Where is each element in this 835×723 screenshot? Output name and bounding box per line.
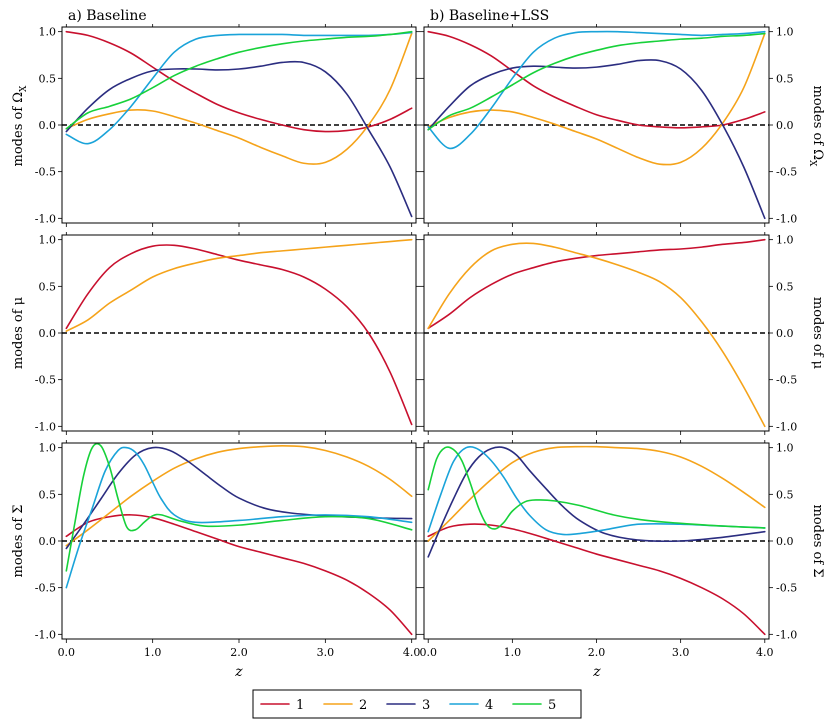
xtick-label-r3c1: 4.0 [403,646,421,659]
panel-r1c2: -1.0 -0.5 0.0 0.5 1.0 [420,24,797,227]
panel-r1c1: -1.0 -0.5 0.0 0.5 1.0 [35,24,420,227]
xtick-label-r3c1: 3.0 [317,646,335,659]
legend: 1 2 3 4 5 [252,689,582,719]
ytick-label-left-r1c1: -0.5 [35,166,56,179]
series-3-r1c2 [427,59,766,220]
series-4-r3c2 [427,445,766,536]
series-3-r1c1 [65,60,413,218]
panel-r2c2: -1.0 -0.5 0.0 0.5 1.0 [420,232,797,435]
ytick-label-right-r2c2: 0.0 [776,327,794,340]
ytick-label-right-r3c2: 1.0 [776,442,794,455]
series-4-r1c1 [65,31,413,145]
xtick-label-r3c2: 2.0 [588,646,606,659]
ytick-label-left-r2c1: -1.0 [35,420,56,433]
panel-r2c1: -1.0 -0.5 0.0 0.5 1.0 [35,232,420,435]
panel-r3c2: -1.0 -0.5 0.0 0.5 1.0 0.0 1.0 2.0 3.0 4.0 [419,440,797,659]
xlabel-right: z [592,664,601,680]
ytick-label-right-r1c2: 0.0 [776,119,794,132]
ytick-label-left-r3c1: -1.0 [35,628,56,641]
panel-title-a: a) Baseline [68,8,147,24]
series-5-r1c1 [65,30,413,130]
series-2-r2c2 [427,242,766,428]
legend-label-1: 1 [296,698,304,713]
ytick-label-left-r1c1: 0.0 [39,119,57,132]
series-2-r1c2 [427,32,766,166]
ylabel-row1-left: modes of ΩX [11,85,29,167]
series-5-r3c2 [427,446,766,530]
series-1-r2c1 [65,244,413,426]
ytick-label-right-r1c2: -1.0 [776,212,797,225]
ytick-label-left-r2c1: 1.0 [39,234,57,247]
xtick-label-r3c2: 1.0 [504,646,522,659]
xtick-label-r3c2: 4.0 [756,646,774,659]
ylabel-row2-left: modes of μ [11,297,26,369]
ylabel-row3-right: modes of Σ [810,505,825,578]
ytick-label-right-r3c2: -0.5 [776,582,797,595]
ylabel-row2-right: modes of μ [810,297,825,369]
ytick-label-left-r2c1: 0.5 [39,280,57,293]
panels: -1.0 -0.5 0.0 0.5 1.0 -1.0 -0.5 0.0 0.5 1.0 -1.0 -0… [35,24,797,659]
series-2-r3c2 [427,445,766,542]
xtick-label-r3c1: 2.0 [230,646,248,659]
ytick-label-left-r3c1: 1.0 [39,442,57,455]
ytick-label-right-r3c2: 0.0 [776,535,794,548]
ytick-label-right-r1c2: 1.0 [776,26,794,39]
series-2-r3c1 [65,445,413,547]
series-1-r3c1 [65,514,413,636]
ytick-label-left-r3c1: 0.5 [39,488,57,501]
xtick-label-r3c1: 0.0 [58,646,76,659]
series-4-r1c2 [427,30,766,150]
ytick-label-left-r1c1: 0.5 [39,72,57,85]
series-5-r1c2 [427,32,766,131]
series-3-r3c2 [427,446,766,558]
ytick-label-right-r2c2: -1.0 [776,420,797,433]
ylabel-row1-right: modes of ΩX [807,86,825,168]
ytick-label-right-r2c2: 0.5 [776,280,794,293]
legend-label-2: 2 [359,698,367,713]
series-1-r1c1 [65,30,413,133]
series-1-r1c2 [427,30,766,129]
series-4-r3c1 [65,446,413,589]
ytick-label-right-r1c2: -0.5 [776,166,797,179]
ytick-label-left-r2c1: -0.5 [35,374,56,387]
panel-title-b: b) Baseline+LSS [430,8,549,24]
ytick-label-left-r1c1: 1.0 [39,26,57,39]
series-1-r3c2 [427,523,766,636]
legend-label-4: 4 [485,698,493,713]
ytick-label-right-r3c2: -1.0 [776,628,797,641]
legend-label-3: 3 [422,698,430,713]
series-5-r3c1 [65,443,413,572]
xtick-label-r3c1: 1.0 [144,646,162,659]
ytick-label-left-r1c1: -1.0 [35,212,56,225]
legend-frame [252,689,582,719]
panel-r3c1: -1.0 -0.5 0.0 0.5 1.0 0.0 1.0 2.0 3.0 4.0 [35,440,421,659]
ytick-label-right-r2c2: 1.0 [776,234,794,247]
ytick-label-left-r3c1: -0.5 [35,582,56,595]
ytick-label-right-r1c2: 0.5 [776,72,794,85]
series-1-r2c2 [427,238,766,330]
xtick-label-r3c2: 0.0 [419,646,437,659]
ylabel-row3-left: modes of Σ [11,505,26,578]
xtick-label-r3c2: 3.0 [672,646,690,659]
series-2-r1c1 [65,32,413,165]
ytick-label-right-r3c2: 0.5 [776,488,794,501]
ytick-label-left-r2c1: 0.0 [39,327,57,340]
ytick-label-left-r3c1: 0.0 [39,535,57,548]
series-2-r2c1 [65,238,413,332]
ytick-label-right-r2c2: -0.5 [776,374,797,387]
legend-label-5: 5 [548,698,556,713]
xlabel-left: z [234,664,243,680]
